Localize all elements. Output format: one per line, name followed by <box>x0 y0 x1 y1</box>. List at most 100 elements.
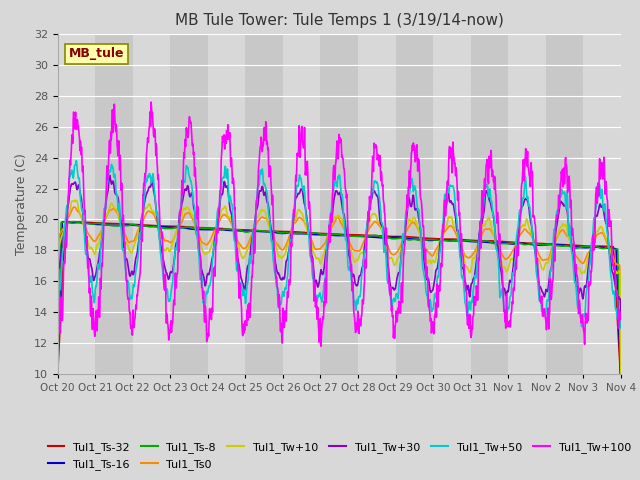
Tul1_Ts-32 <box>243 227 250 233</box>
Tul1_Tw+100 <box>551 258 559 264</box>
Line: Tul1_Tw+10: Tul1_Tw+10 <box>58 200 621 375</box>
Tul1_Tw+50 <box>72 157 80 163</box>
Tul1_Ts-16 <box>617 381 625 386</box>
Bar <box>170 34 208 374</box>
Bar <box>283 34 321 374</box>
Tul1_Tw+50 <box>243 293 250 299</box>
Tul1_Ts-8 <box>500 240 508 246</box>
Bar <box>433 34 470 374</box>
Bar <box>321 34 358 374</box>
Tul1_Tw+50 <box>166 299 173 304</box>
Tul1_Ts0 <box>427 252 435 258</box>
Tul1_Tw+10 <box>243 250 250 255</box>
Tul1_Tw+30 <box>54 310 61 315</box>
Tul1_Ts-32 <box>500 239 508 245</box>
Tul1_Ts-8 <box>179 225 187 231</box>
Tul1_Tw+100 <box>428 330 435 336</box>
Tul1_Tw+100 <box>166 329 173 335</box>
Tul1_Tw+100 <box>317 343 325 349</box>
Tul1_Tw+100 <box>617 317 625 323</box>
Tul1_Ts0 <box>179 216 187 221</box>
Tul1_Tw+50 <box>550 226 558 232</box>
Tul1_Ts-8 <box>243 229 250 235</box>
Tul1_Tw+10 <box>71 197 79 203</box>
Bar <box>396 34 433 374</box>
Tul1_Tw+50 <box>179 182 187 188</box>
Tul1_Ts-16 <box>550 242 558 248</box>
Text: MB_tule: MB_tule <box>69 48 124 60</box>
Tul1_Tw+30 <box>427 289 435 295</box>
Tul1_Ts-32 <box>166 223 173 229</box>
Tul1_Ts0 <box>617 361 625 367</box>
Tul1_Ts-16 <box>54 367 61 372</box>
Tul1_Ts-16 <box>427 238 435 243</box>
Tul1_Ts0 <box>54 380 61 386</box>
Tul1_Tw+10 <box>617 372 625 378</box>
Tul1_Tw+10 <box>166 249 173 254</box>
Tul1_Tw+30 <box>500 286 508 292</box>
Tul1_Tw+100 <box>147 99 155 105</box>
Tul1_Ts0 <box>500 255 508 261</box>
Tul1_Tw+10 <box>427 261 435 266</box>
Title: MB Tule Tower: Tule Temps 1 (3/19/14-now): MB Tule Tower: Tule Temps 1 (3/19/14-now… <box>175 13 504 28</box>
Tul1_Ts-16 <box>179 225 187 230</box>
Tul1_Tw+50 <box>500 309 508 315</box>
Tul1_Ts-32 <box>617 378 625 384</box>
Tul1_Ts-8 <box>427 237 435 242</box>
Tul1_Tw+30 <box>166 274 173 279</box>
Tul1_Tw+30 <box>179 194 187 200</box>
Line: Tul1_Ts0: Tul1_Ts0 <box>58 207 621 383</box>
Tul1_Ts-32 <box>427 236 435 241</box>
Tul1_Tw+10 <box>550 243 558 249</box>
Bar <box>132 34 170 374</box>
Tul1_Tw+10 <box>500 264 508 270</box>
Tul1_Tw+100 <box>54 315 61 321</box>
Tul1_Ts-8 <box>54 374 61 380</box>
Tul1_Tw+50 <box>427 303 435 309</box>
Bar <box>358 34 396 374</box>
Tul1_Ts-32 <box>179 224 187 229</box>
Tul1_Ts-16 <box>58 219 66 225</box>
Tul1_Ts-8 <box>550 242 558 248</box>
Bar <box>470 34 508 374</box>
Bar <box>245 34 283 374</box>
Tul1_Ts0 <box>243 244 250 250</box>
Bar <box>208 34 245 374</box>
Bar <box>508 34 546 374</box>
Line: Tul1_Tw+30: Tul1_Tw+30 <box>58 175 621 312</box>
Line: Tul1_Ts-8: Tul1_Ts-8 <box>58 222 621 377</box>
Tul1_Tw+10 <box>179 206 187 212</box>
Tul1_Tw+100 <box>501 319 509 324</box>
Tul1_Tw+30 <box>106 172 113 178</box>
Tul1_Tw+50 <box>54 325 61 331</box>
Tul1_Ts0 <box>70 204 78 210</box>
Tul1_Ts-8 <box>70 219 78 225</box>
Tul1_Tw+30 <box>550 240 558 245</box>
Y-axis label: Temperature (C): Temperature (C) <box>15 153 28 255</box>
Tul1_Tw+30 <box>617 310 625 315</box>
Tul1_Ts-8 <box>166 226 173 231</box>
Tul1_Ts-32 <box>54 372 61 378</box>
Tul1_Ts-16 <box>500 240 508 246</box>
Bar <box>583 34 621 374</box>
Tul1_Tw+30 <box>243 274 250 280</box>
Tul1_Ts-32 <box>61 219 69 225</box>
Line: Tul1_Tw+50: Tul1_Tw+50 <box>58 160 621 328</box>
Bar <box>58 34 95 374</box>
Tul1_Ts-16 <box>243 228 250 234</box>
Line: Tul1_Tw+100: Tul1_Tw+100 <box>58 102 621 346</box>
Tul1_Tw+50 <box>617 325 625 331</box>
Bar <box>95 34 132 374</box>
Tul1_Ts0 <box>166 240 173 245</box>
Tul1_Ts-8 <box>617 371 625 376</box>
Tul1_Ts-32 <box>550 241 558 247</box>
Tul1_Tw+100 <box>179 168 187 174</box>
Tul1_Tw+100 <box>243 319 250 324</box>
Tul1_Ts-16 <box>166 224 173 230</box>
Legend: Tul1_Ts-32, Tul1_Ts-16, Tul1_Ts-8, Tul1_Ts0, Tul1_Tw+10, Tul1_Tw+30, Tul1_Tw+50,: Tul1_Ts-32, Tul1_Ts-16, Tul1_Ts-8, Tul1_… <box>43 438 636 474</box>
Tul1_Tw+10 <box>54 357 61 363</box>
Tul1_Ts0 <box>550 241 558 247</box>
Bar <box>546 34 583 374</box>
Line: Tul1_Ts-16: Tul1_Ts-16 <box>58 222 621 384</box>
Line: Tul1_Ts-32: Tul1_Ts-32 <box>58 222 621 381</box>
